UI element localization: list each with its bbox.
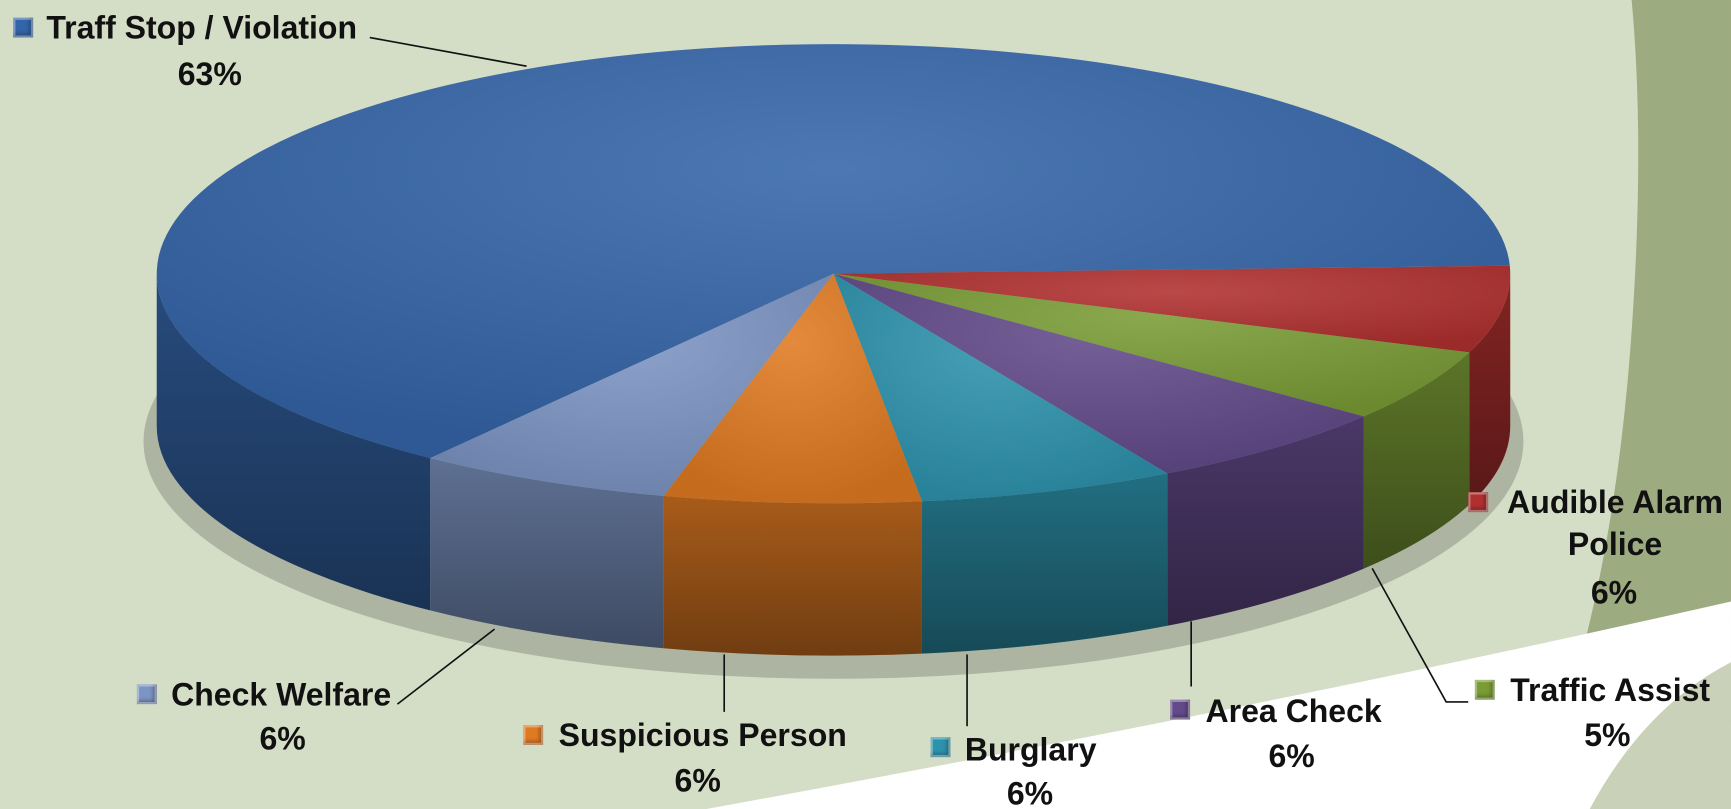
legend-marker [13,17,34,38]
leader-line [396,628,496,705]
slice-side-shade [1167,416,1364,626]
legend-marker [1474,679,1495,700]
slice-sheen [663,273,922,504]
value-label: 63% [177,57,242,93]
value-label: 5% [1584,718,1631,754]
pie [156,44,1511,656]
legend-marker [136,684,157,705]
slice-sheen [430,273,834,496]
category-label: Burglary [964,732,1097,769]
leader-line [369,36,527,68]
value-label: 6% [259,721,306,758]
background-band [1528,0,1731,809]
background-swoosh [706,601,1731,809]
slice-sheen [833,273,1470,417]
legend-marker [523,725,544,745]
category-label: Check Welfare [171,677,392,713]
slice-side-shade [430,458,664,649]
background-swoosh-edge [1589,662,1731,809]
category-label: Area Check [1205,694,1382,730]
slice-sheen [833,265,1511,353]
slice-side-shade [921,473,1168,654]
legend-marker [1170,699,1191,720]
legend-marker [930,737,951,758]
slice-side-shade [1469,273,1511,505]
slice-side-shade [663,495,922,656]
slice-sheen [156,44,1510,459]
legend-marker [1468,492,1489,513]
value-label: 6% [674,763,721,800]
category-label: Suspicious Person [558,718,847,754]
category-label: Audible Alarm Police [1507,485,1723,563]
slice-side-shade [1363,352,1470,569]
slice-side-shade [156,273,431,611]
value-label: 6% [1590,576,1638,612]
category-label: Traff Stop / Violation [46,11,358,47]
leader-lines [369,36,1469,727]
value-label: 6% [1006,776,1054,809]
slice-sheen [833,273,1168,502]
value-label: 6% [1268,739,1315,775]
leader-line [1371,567,1469,703]
category-label: Traffic Assist [1510,673,1711,709]
slice-sheen [833,273,1364,474]
